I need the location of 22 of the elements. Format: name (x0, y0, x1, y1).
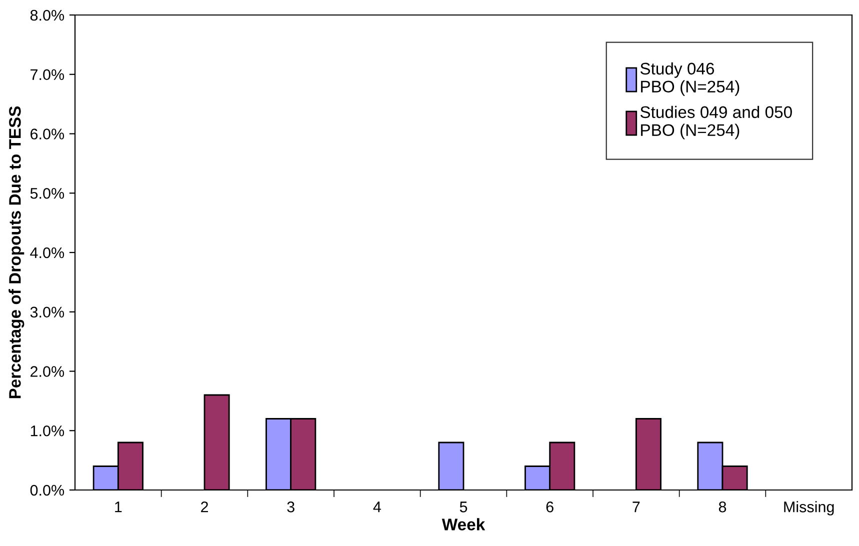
y-tick-label: 2.0% (30, 366, 64, 377)
legend-label: Studies 049 and 050 PBO (N=254) (640, 106, 792, 140)
x-tick-label: 1 (115, 502, 122, 512)
x-axis-title: Week (442, 518, 486, 530)
y-tick-label: 6.0% (30, 128, 64, 140)
x-tick-label: 3 (287, 502, 294, 512)
y-tick-label: 7.0% (30, 69, 64, 80)
x-tick-label: 7 (632, 502, 640, 512)
x-tick-label: Missing (784, 501, 834, 516)
y-axis-title: Percentage of Dropouts Due to TESS (8, 106, 24, 398)
y-tick-label: 3.0% (30, 306, 64, 318)
y-tick-label: 0.0% (30, 484, 64, 496)
y-tick-label: 8.0% (30, 10, 64, 21)
x-tick-label: 8 (718, 502, 726, 512)
legend-label: Study 046 PBO (N=254) (640, 62, 740, 96)
x-tick-label: 6 (546, 502, 554, 512)
y-tick-label: 1.0% (30, 425, 64, 436)
y-tick-label: 5.0% (30, 188, 64, 199)
y-tick-label: 4.0% (30, 247, 64, 258)
x-tick-label: 2 (201, 502, 208, 512)
x-tick-label: 4 (373, 502, 381, 512)
x-tick-label: 5 (460, 502, 468, 512)
